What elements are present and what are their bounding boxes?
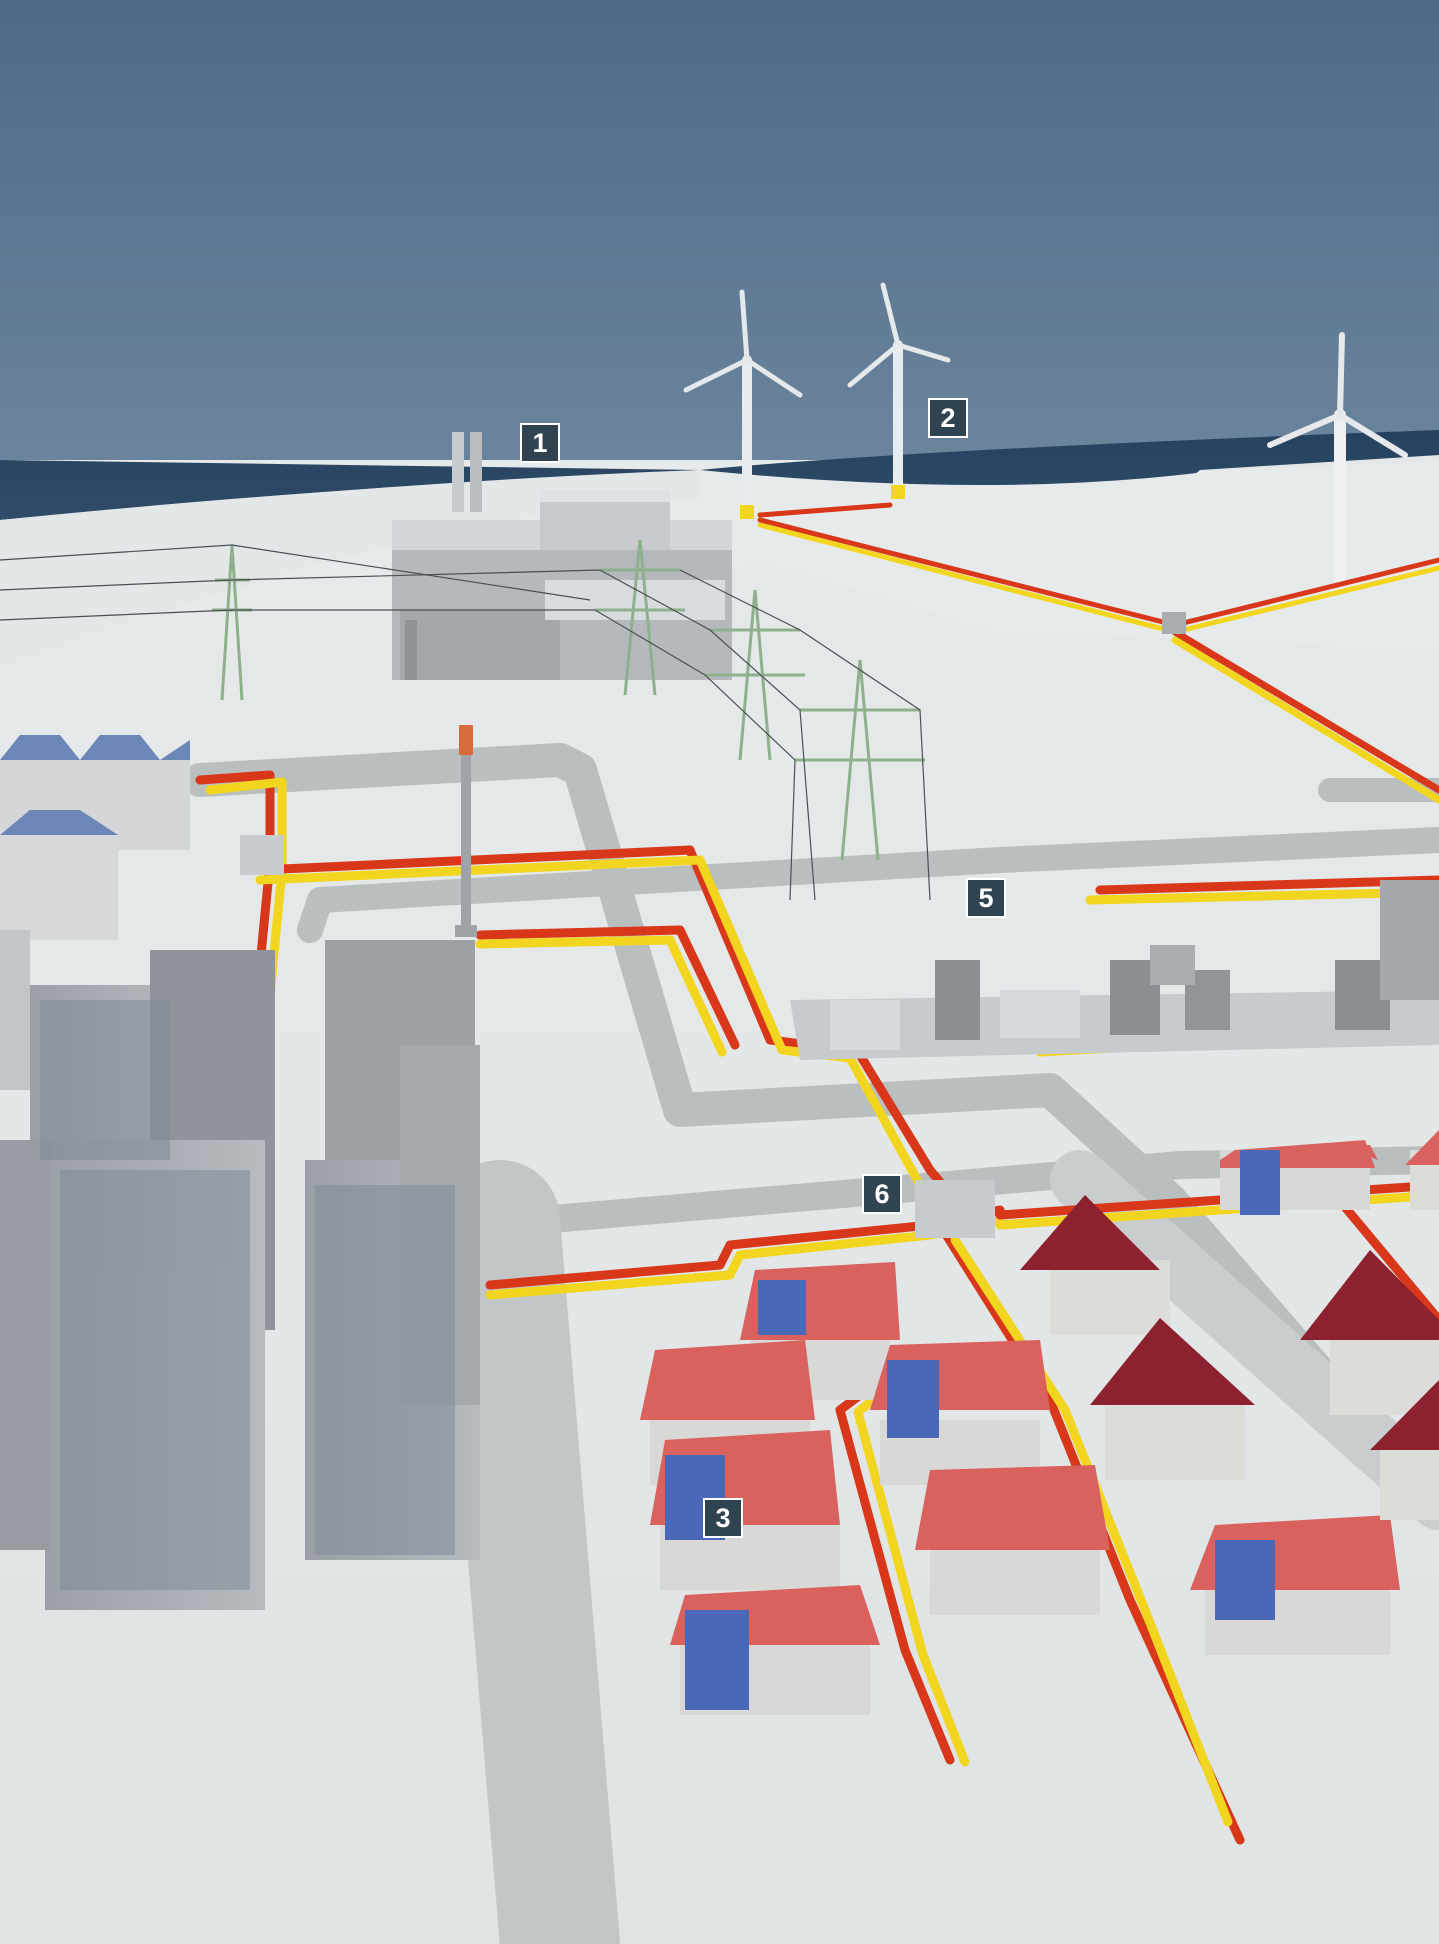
factory-buildings <box>0 735 190 1090</box>
solar-panel-icon <box>685 1610 749 1710</box>
antenna-mast <box>455 725 477 937</box>
house-icon <box>1405 1130 1439 1210</box>
house-icon <box>670 1585 880 1715</box>
marker-1: 1 <box>520 423 560 463</box>
solar-panel-icon <box>887 1360 939 1438</box>
house-icon <box>915 1465 1110 1615</box>
power-plant-icon <box>392 432 732 680</box>
house-icon <box>1370 1380 1439 1520</box>
wind-turbine-icon <box>683 289 803 519</box>
pylon-icon <box>212 544 252 701</box>
marker-3: 3 <box>703 1498 743 1538</box>
marker-5: 5 <box>966 878 1006 918</box>
pylon-icon <box>595 539 685 696</box>
distribution-box-icon <box>240 612 1186 1238</box>
sky <box>0 0 1439 520</box>
house-icon <box>740 1262 900 1400</box>
office-towers <box>0 940 480 1610</box>
wind-turbines <box>683 282 1408 586</box>
solar-panel-icon <box>1215 1540 1275 1620</box>
marker-2: 2 <box>928 398 968 438</box>
substation-icon <box>790 880 1439 1060</box>
house-icon <box>1300 1250 1439 1415</box>
wind-turbine-icon <box>1267 332 1408 586</box>
house-icon <box>650 1430 840 1590</box>
solar-panel-icon <box>758 1280 806 1335</box>
marker-6: 6 <box>862 1174 902 1214</box>
house-icon <box>1190 1515 1400 1655</box>
wind-turbine-icon <box>847 282 951 499</box>
power-lines <box>0 544 931 901</box>
pylon-icon <box>705 589 805 761</box>
pylons <box>212 539 925 861</box>
pylon-icon <box>795 659 925 861</box>
house-icon <box>1020 1195 1170 1335</box>
house-icon <box>1220 1140 1378 1215</box>
solar-panel-icon <box>1240 1150 1280 1215</box>
houses <box>640 1130 1439 1715</box>
house-icon <box>1090 1318 1255 1480</box>
